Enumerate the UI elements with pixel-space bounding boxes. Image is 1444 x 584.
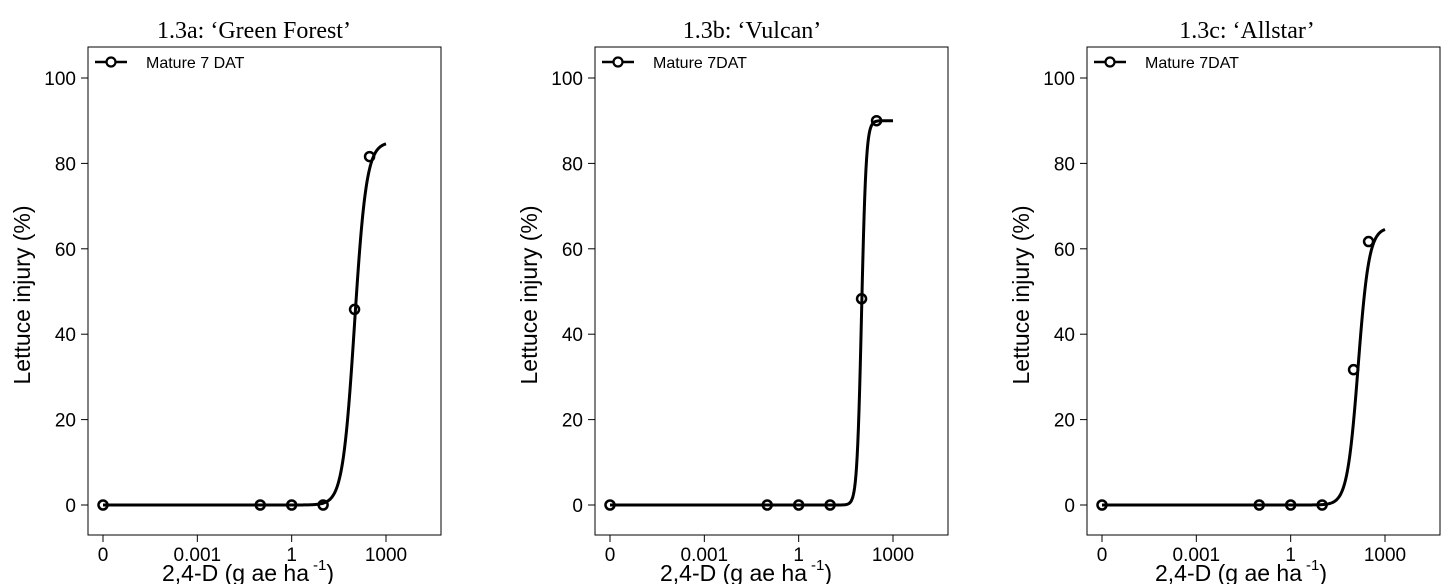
y-tick-label: 60 (55, 240, 76, 261)
data-point (348, 303, 361, 316)
data-point (1362, 235, 1375, 248)
x-tick-label: 1000 (1364, 545, 1406, 566)
data-point (1096, 499, 1108, 511)
x-axis-label-close: ) (824, 560, 832, 584)
x-axis-label-close: ) (326, 560, 334, 584)
y-tick-label: 100 (1043, 69, 1075, 90)
y-tick-label: 40 (55, 325, 76, 346)
x-tick-label: 0.001 (1173, 545, 1221, 566)
data-point (870, 114, 883, 127)
y-axis-label: Lettuce injury (%) (9, 206, 35, 385)
y-axis-label: Lettuce injury (%) (1008, 206, 1034, 385)
x-axis-label-superscript: -1 (1306, 557, 1319, 574)
data-point (363, 150, 376, 163)
data-point (761, 499, 773, 511)
plot-frame (87, 46, 442, 536)
data-point (855, 293, 868, 305)
x-axis-label-main: 2,4-D (g ae ha (1155, 560, 1302, 584)
y-tick-label: 0 (572, 496, 583, 517)
y-tick-label: 80 (55, 154, 76, 175)
y-tick-label: 60 (562, 240, 583, 261)
legend-label: Mature 7 DAT (146, 55, 245, 72)
y-tick-label: 20 (1054, 411, 1075, 432)
x-tick-label: 1000 (365, 545, 407, 566)
chart-title: 1.3a: ‘Green Forest’ (157, 18, 351, 44)
y-tick-label: 0 (65, 496, 76, 517)
x-axis-label: 2,4-D (g ae ha -1) (162, 557, 334, 584)
data-point (254, 499, 266, 511)
data-point (97, 499, 109, 511)
y-tick-label: 100 (551, 69, 583, 90)
data-point (285, 499, 298, 511)
fit-curve-1 (610, 119, 893, 507)
y-tick-label: 80 (1054, 154, 1075, 175)
data-point (1284, 499, 1297, 511)
legend-marker (105, 56, 117, 68)
legend-marker (612, 56, 624, 68)
x-tick-label: 1000 (872, 545, 914, 566)
y-tick-label: 60 (1054, 240, 1075, 261)
x-axis-label-close: ) (1319, 560, 1327, 584)
x-axis-label: 2,4-D (g ae ha -1) (1155, 557, 1327, 584)
data-point (792, 499, 805, 511)
data-point (1316, 499, 1328, 511)
x-tick-label: 0.001 (681, 545, 729, 566)
x-axis-label-superscript: -1 (313, 557, 326, 574)
data-point (604, 499, 616, 511)
x-tick-label: 0 (1097, 545, 1108, 566)
y-tick-label: 40 (562, 325, 583, 346)
data-point (824, 499, 836, 511)
data-point (317, 499, 329, 511)
x-tick-label: 1 (286, 545, 297, 566)
x-axis-label-main: 2,4-D (g ae ha (162, 560, 309, 584)
y-tick-label: 0 (1064, 496, 1075, 517)
x-axis-label-superscript: -1 (811, 557, 824, 574)
data-point (1347, 363, 1360, 376)
y-axis-label: Lettuce injury (%) (516, 206, 542, 385)
x-tick-label: 1 (793, 545, 804, 566)
plot-frame (1086, 46, 1441, 536)
data-point (1253, 499, 1265, 511)
x-tick-label: 0 (98, 545, 109, 566)
fit-curve-1 (1102, 228, 1386, 507)
y-tick-label: 80 (562, 154, 583, 175)
legend-label: Mature 7DAT (653, 55, 747, 72)
plot-frame (594, 46, 949, 536)
x-axis-label: 2,4-D (g ae ha -1) (660, 557, 832, 584)
x-tick-label: 0.001 (174, 545, 222, 566)
y-tick-label: 20 (562, 411, 583, 432)
chart-title: 1.3c: ‘Allstar’ (1179, 18, 1315, 44)
legend-label: Mature 7DAT (1145, 55, 1239, 72)
fit-curve-1 (103, 142, 387, 507)
y-tick-label: 20 (55, 411, 76, 432)
x-tick-label: 1 (1285, 545, 1296, 566)
y-tick-label: 40 (1054, 325, 1075, 346)
x-tick-label: 0 (605, 545, 616, 566)
x-axis-label-main: 2,4-D (g ae ha (660, 560, 807, 584)
y-tick-label: 100 (44, 69, 76, 90)
chart-title: 1.3b: ‘Vulcan’ (683, 18, 822, 44)
legend-marker (1104, 56, 1116, 68)
